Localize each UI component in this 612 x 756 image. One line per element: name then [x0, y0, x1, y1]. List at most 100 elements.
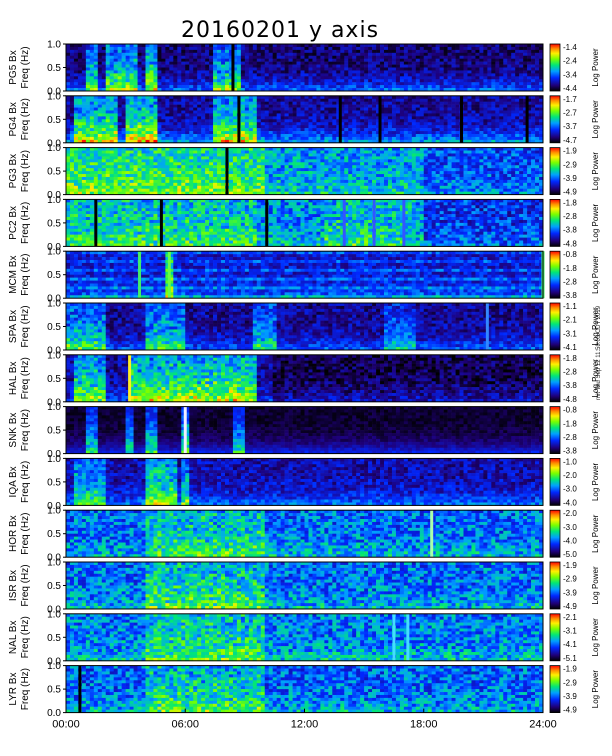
- y-axis-label-spa-1: Freq (Hz): [20, 305, 31, 347]
- colorbar-tick-pc2-1: -2.8: [563, 212, 577, 221]
- colorbar-tick-iqa-0: -1.0: [563, 457, 577, 466]
- y-tick-label-pc2-1: 0.5: [47, 218, 61, 229]
- panel-isr: 1.0 0.5 0.0 ISR Bx Freq (Hz) -1.9 -2.9 -3.9 -4.9…: [8, 558, 600, 616]
- panel-pc2: 1.0 0.5 0.0 PC2 Bx Freq (Hz) -1.8 -2.8 -3.8 -4.8…: [8, 195, 600, 253]
- y-tick-label-nal-1: 0.5: [47, 633, 61, 644]
- y-tick-label-hal-1: 0.5: [47, 374, 61, 385]
- y-axis-label-pg3-0: PG3 Bx: [8, 154, 19, 188]
- panel-lyr: 1.0 0.5 0.0 LYR Bx Freq (Hz) -1.9 -2.9 -3.9 -4.9…: [8, 661, 600, 719]
- colorbar-spa: [549, 302, 561, 351]
- panel-mcm: 1.0 0.5 0.0 MCM Bx Freq (Hz) -0.8 -1.8 -2.8 -3.8…: [8, 247, 600, 305]
- y-tick-label-lyr-2: 0.0: [47, 708, 61, 719]
- y-axis-label-pg5-1: Freq (Hz): [20, 46, 31, 88]
- y-tick-label-mcm-0: 1.0: [47, 247, 61, 258]
- y-axis-label-isr-0: ISR Bx: [8, 570, 19, 601]
- panel-spa: 1.0 0.5 0.0 SPA Bx Freq (Hz) -1.1 -2.1 -3.1 -4.1…: [8, 299, 600, 357]
- heatmap-isr: [66, 562, 544, 610]
- colorbar-tick-pg4-1: -2.7: [563, 108, 577, 117]
- streak-hal-0: [128, 354, 132, 402]
- y-tick-label-mcm-2: 0.0: [47, 294, 61, 305]
- colorbar-label-hal: Log Power: [591, 359, 600, 398]
- heatmap-hor: [66, 510, 544, 558]
- colorbar-iqa: [549, 457, 561, 506]
- colorbar-tick-hor-3: -5.0: [563, 550, 577, 559]
- y-axis-label-mcm-1: Freq (Hz): [20, 254, 31, 296]
- colorbar-tick-pg4-0: -1.7: [563, 95, 577, 104]
- y-axis-label-iqa-0: IQA Bx: [8, 466, 19, 497]
- heatmap-spa: [66, 303, 544, 351]
- panel-pg3: 1.0 0.5 0.0 PG3 Bx Freq (Hz) -1.9 -2.9 -3.9 -4.9…: [8, 143, 600, 201]
- colorbar-tick-hal-2: -3.8: [563, 381, 577, 390]
- panel-nal: 1.0 0.5 0.0 NAL Bx Freq (Hz) -2.1 -3.1 -4.1 -5.1…: [8, 609, 600, 667]
- colorbar-label-pg5: Log Power: [591, 48, 600, 87]
- colorbar-pc2: [549, 198, 561, 247]
- y-tick-label-spa-2: 0.0: [47, 346, 61, 357]
- y-axis-label-nal-0: NAL Bx: [8, 621, 19, 655]
- chart-title: 20160201 y axis: [0, 18, 560, 43]
- colorbar-tick-nal-3: -5.1: [563, 654, 577, 663]
- colorbar-label-iqa: Log Power: [591, 462, 600, 501]
- heatmap-iqa: [66, 458, 544, 506]
- colorbar-label-pg3: Log Power: [591, 152, 600, 191]
- streak-pc2-1: [159, 199, 163, 247]
- y-tick-label-nal-0: 1.0: [47, 609, 61, 620]
- colorbar-tick-pg5-0: -1.4: [563, 43, 577, 52]
- streak-pc2-0: [94, 199, 98, 247]
- colorbar-label-mcm: Log Power: [591, 255, 600, 294]
- heatmap-mcm: [66, 251, 544, 299]
- heatmap-pg3: [66, 147, 544, 195]
- colorbar-tick-nal-1: -3.1: [563, 626, 577, 635]
- heatmap-pg5: [66, 44, 544, 92]
- colorbar-tick-mcm-0: -0.8: [563, 250, 577, 259]
- colorbar-label-isr: Log Power: [591, 566, 600, 605]
- y-axis-label-pg4-0: PG4 Bx: [8, 102, 19, 136]
- y-tick-label-pg3-2: 0.0: [47, 190, 61, 201]
- x-tick-label-3: 18:00: [410, 719, 438, 731]
- colorbar-tick-mcm-3: -3.8: [563, 291, 577, 300]
- colorbar-tick-pg3-1: -2.9: [563, 160, 577, 169]
- y-tick-label-pg4-2: 0.0: [47, 138, 61, 149]
- colorbar-tick-snk-0: -0.8: [563, 406, 577, 415]
- streak-snk-0: [183, 406, 187, 454]
- streak-pg5-0: [231, 44, 235, 91]
- colorbar-tick-pc2-2: -3.8: [563, 226, 577, 235]
- colorbar-tick-lyr-3: -4.9: [563, 706, 577, 715]
- x-tick-label-2: 12:00: [291, 719, 319, 731]
- colorbar-tick-snk-2: -2.8: [563, 433, 577, 442]
- colorbar-pg5: [549, 43, 561, 92]
- heatmap-hal: [66, 354, 544, 403]
- colorbar-tick-mcm-1: -1.8: [563, 264, 577, 273]
- y-tick-label-lyr-1: 0.5: [47, 685, 61, 696]
- y-axis-label-pg5-0: PG5 Bx: [8, 50, 19, 84]
- colorbar-tick-mcm-2: -2.8: [563, 278, 577, 287]
- streak-pg4-2: [378, 95, 382, 143]
- colorbar-tick-hal-3: -4.8: [563, 395, 577, 404]
- panel-hor: 1.0 0.5 0.0 HOR Bx Freq (Hz) -2.0 -3.0 -4.0 -5.0…: [8, 506, 600, 564]
- streak-hor-0: [430, 510, 434, 558]
- panel-iqa: 1.0 0.5 0.0 IQA Bx Freq (Hz) -1.0 -2.0 -3.0 -4.0…: [8, 454, 600, 512]
- y-tick-label-pg3-0: 1.0: [47, 143, 61, 154]
- heatmap-pg4: [66, 95, 544, 144]
- colorbar-tick-pc2-0: -1.8: [563, 198, 577, 207]
- y-tick-label-hor-1: 0.5: [47, 529, 61, 540]
- colorbar-hor: [549, 509, 561, 558]
- heatmap-nal: [66, 613, 544, 662]
- colorbar-tick-nal-2: -4.1: [563, 640, 577, 649]
- y-tick-label-hal-2: 0.0: [47, 397, 61, 408]
- colorbar-mcm: [549, 250, 561, 299]
- y-tick-label-snk-1: 0.5: [47, 426, 61, 437]
- panel-pg5: 1.0 0.5 0.0 PG5 Bx Freq (Hz) -1.4 -2.4 -3.4 -4.4…: [8, 40, 600, 98]
- colorbar-tick-iqa-2: -3.0: [563, 485, 577, 494]
- colorbar-label-pc2: Log Power: [591, 203, 600, 242]
- colorbar-label-snk: Log Power: [591, 411, 600, 450]
- colorbar-pg4: [549, 95, 561, 144]
- streak-pc2-5: [402, 199, 406, 247]
- streak-pg3-0: [225, 147, 229, 195]
- streak-mcm-0: [167, 251, 171, 299]
- y-tick-label-lyr-0: 1.0: [47, 661, 61, 672]
- colorbar-tick-spa-3: -4.1: [563, 343, 577, 352]
- y-axis-label-mcm-0: MCM Bx: [8, 256, 19, 294]
- streak-pc2-2: [265, 199, 269, 247]
- y-tick-label-snk-0: 1.0: [47, 402, 61, 413]
- colorbar-tick-spa-2: -3.1: [563, 329, 577, 338]
